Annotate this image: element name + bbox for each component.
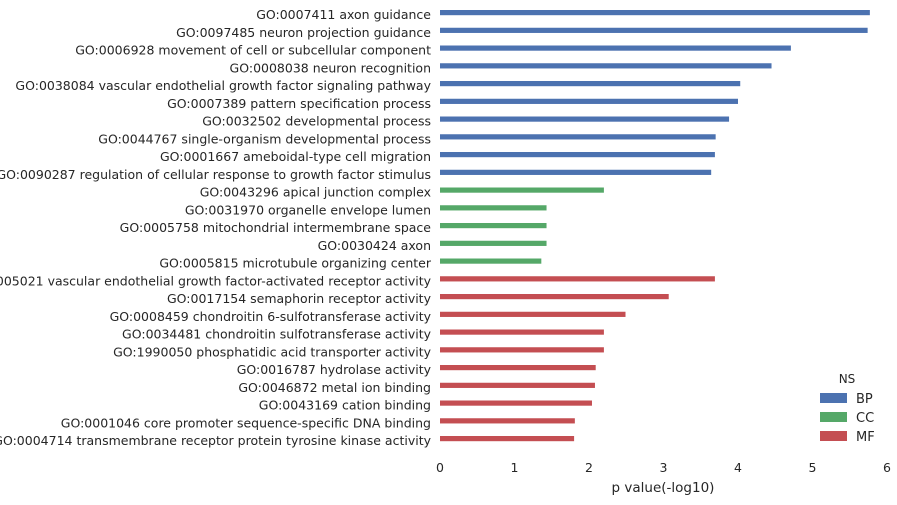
category-label: GO:0004714 transmembrane receptor protei… [0,433,432,448]
bar-cc [440,223,547,229]
category-label: GO:0034481 chondroitin sulfotransferase … [122,327,432,342]
bar-mf [440,276,715,282]
bar-bp [440,45,791,51]
bar-cc [440,205,547,211]
category-label: GO:0007411 axon guidance [256,7,431,22]
category-label: GO:1990050 phosphatidic acid transporter… [113,344,431,359]
bar-mf [440,365,596,371]
category-label: GO:0001667 ameboidal-type cell migration [160,149,431,164]
x-axis-ticks: 0 1 2 3 4 5 6 [436,460,891,475]
x-axis-title: p value(-log10) [612,480,715,496]
category-label: GO:0006928 movement of cell or subcellul… [75,43,431,58]
bar-bp [440,63,772,69]
legend-label-mf: MF [856,430,875,445]
legend-swatch-cc [820,412,847,422]
category-label: GO:0038084 vascular endothelial growth f… [15,78,431,93]
category-label: GO:0031970 organelle envelope lumen [185,202,431,217]
bar-bp [440,81,741,87]
x-tick-label: 4 [734,460,742,475]
x-tick-label: 6 [883,460,891,475]
x-tick-label: 5 [809,460,817,475]
category-label: GO:0005758 mitochondrial intermembrane s… [120,220,432,235]
x-tick-label: 3 [660,460,668,475]
category-label: GO:0008459 chondroitin 6-sulfotransferas… [110,309,432,324]
category-label: GO:0005021 vascular endothelial growth f… [0,273,432,288]
category-label: GO:0090287 regulation of cellular respon… [0,167,431,182]
bar-cc [440,240,547,246]
bar-mf [440,311,626,317]
bar-mf [440,294,669,300]
category-label: GO:0032502 developmental process [202,114,431,129]
category-labels: GO:0007411 axon guidance GO:0097485 neuro… [0,7,432,448]
bar-bp [440,98,738,104]
category-label: GO:0016787 hydrolase activity [237,362,432,377]
legend-label-cc: CC [856,411,874,426]
bar-cc [440,258,542,264]
legend-title: NS [839,372,856,386]
category-label: GO:0043169 cation binding [259,398,431,413]
category-label: GO:0043296 apical junction complex [200,185,431,200]
x-tick-label: 0 [436,460,444,475]
x-tick-label: 2 [585,460,593,475]
bar-bp [440,27,868,33]
bar-mf [440,418,575,424]
legend: NS BP CC MF [820,372,875,445]
bar-bp [440,10,870,16]
bar-mf [440,382,595,388]
category-label: GO:0005815 microtubule organizing center [159,256,432,271]
category-label: GO:0008038 neuron recognition [230,60,431,75]
category-label: GO:0007389 pattern specification process [167,96,431,111]
legend-swatch-bp [820,393,847,403]
category-label: GO:0044767 single-organism developmental… [98,131,431,146]
category-label: GO:0017154 semaphorin receptor activity [167,291,432,306]
category-label: GO:0097485 neuron projection guidance [176,25,431,40]
legend-swatch-mf [820,431,847,441]
bar-mf [440,347,604,353]
bar-bp [440,116,730,122]
x-tick-label: 1 [511,460,519,475]
bar-cc [440,187,604,193]
bars-layer [440,10,870,442]
bar-bp [440,152,715,158]
bar-mf [440,400,592,406]
bar-bp [440,134,716,140]
category-label: GO:0046872 metal ion binding [238,380,431,395]
bar-bp [440,169,712,175]
bar-mf [440,329,604,335]
category-label: GO:0001046 core promoter sequence-specif… [61,415,431,430]
category-label: GO:0030424 axon [318,238,431,253]
legend-label-bp: BP [856,392,873,407]
bar-mf [440,436,575,442]
